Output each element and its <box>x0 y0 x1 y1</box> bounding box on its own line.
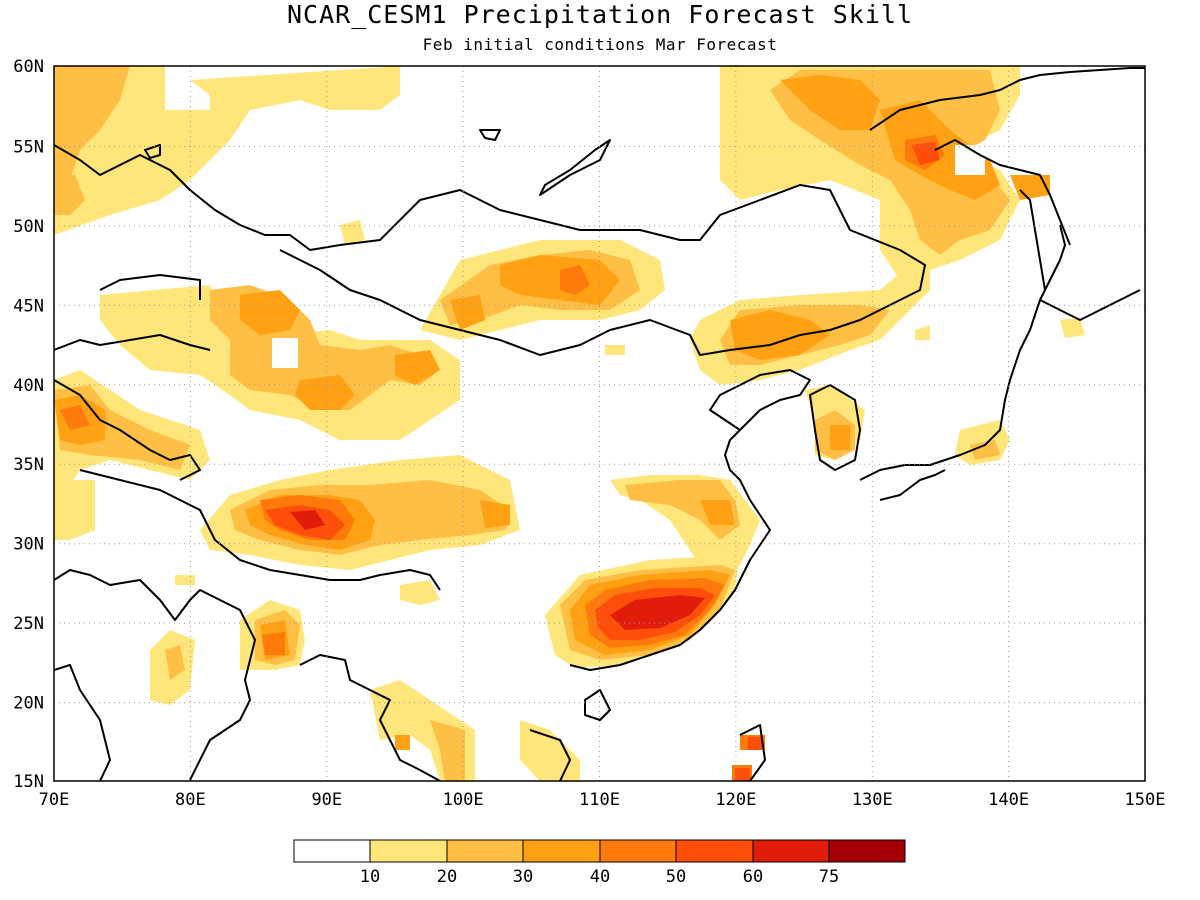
colorbar-label: 75 <box>819 867 839 887</box>
lon-label: 100E <box>443 790 484 810</box>
chart-title: NCAR_CESM1 Precipitation Forecast Skill <box>287 0 913 29</box>
gridlines <box>54 66 1145 781</box>
lat-label: 25N <box>13 614 44 634</box>
colorbar-swatch <box>828 839 906 863</box>
skill-shading <box>54 66 1085 781</box>
colorbar-swatch <box>675 839 754 863</box>
longitude-labels: 70E 80E 90E 100E 110E 120E 130E 140E 150… <box>39 790 1166 810</box>
lon-label: 70E <box>39 790 70 810</box>
lon-label: 80E <box>175 790 206 810</box>
colorbar-label: 30 <box>513 867 533 887</box>
colorbar-label: 10 <box>360 867 380 887</box>
colorbar-label: 50 <box>666 867 686 887</box>
lat-label: 40N <box>13 376 44 396</box>
lat-label: 55N <box>13 137 44 157</box>
lon-label: 150E <box>1125 790 1166 810</box>
lat-label: 50N <box>13 217 44 237</box>
lat-label: 15N <box>13 772 44 792</box>
lon-label: 130E <box>852 790 893 810</box>
map-frame <box>53 65 1146 782</box>
lon-label: 110E <box>579 790 620 810</box>
lat-label: 45N <box>13 296 44 316</box>
colorbar-label: 40 <box>590 867 610 887</box>
lon-label: 120E <box>715 790 756 810</box>
colorbar-swatch <box>369 839 448 863</box>
colorbar: 10 20 30 40 50 60 75 <box>293 839 906 887</box>
colorbar-swatch <box>446 839 524 863</box>
lat-label: 20N <box>13 694 44 714</box>
colorbar-swatch <box>599 839 677 863</box>
colorbar-swatch <box>522 839 601 863</box>
lat-label: 35N <box>13 455 44 475</box>
colorbar-label: 20 <box>437 867 457 887</box>
lon-label: 90E <box>311 790 342 810</box>
colorbar-swatch <box>293 839 371 863</box>
lat-label: 60N <box>13 57 44 77</box>
chart-subtitle: Feb initial conditions Mar Forecast <box>422 35 778 54</box>
coastlines <box>54 67 1145 781</box>
colorbar-label: 60 <box>743 867 763 887</box>
latitude-labels: 60N 55N 50N 45N 40N 35N 30N 25N 20N 15N <box>13 57 44 792</box>
lat-label: 30N <box>13 535 44 555</box>
lon-label: 140E <box>988 790 1029 810</box>
colorbar-swatch <box>752 839 830 863</box>
